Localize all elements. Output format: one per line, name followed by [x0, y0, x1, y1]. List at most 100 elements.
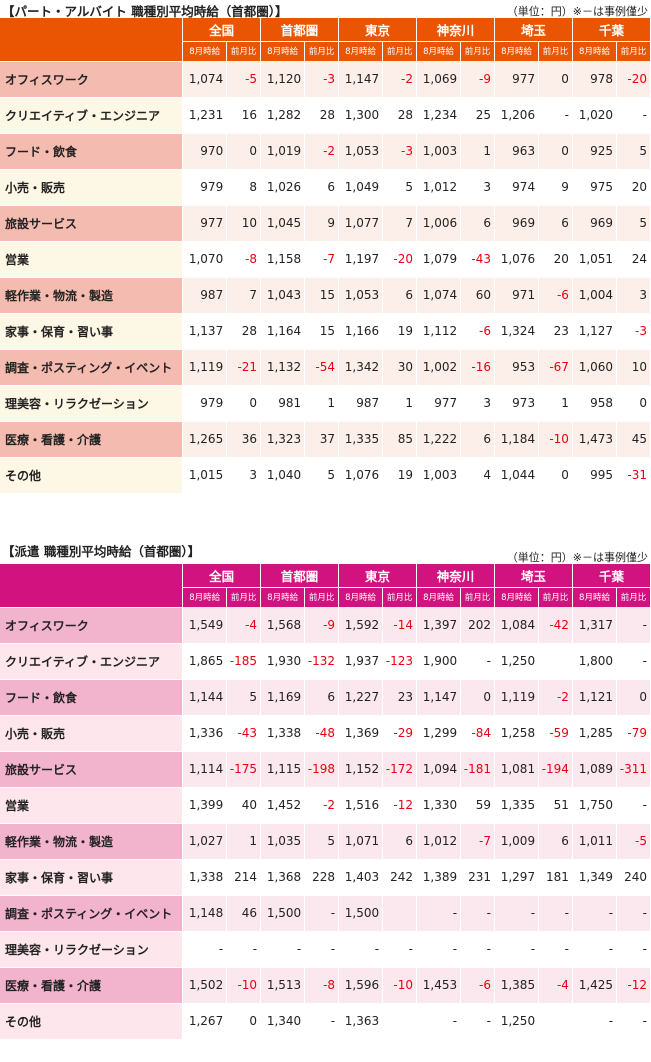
dispatch-table-row: 家事・保育・習い事 1,338 214 1,368 228 1,403 242 1,389 23…: [0, 859, 651, 896]
part-time-title: 【パート・アルバイト 職種別平均時給（首都圏）】: [2, 4, 288, 19]
part-time-change-cell: 4: [460, 457, 495, 494]
part-time-region-header: 全国: [182, 18, 262, 42]
dispatch-wage-header: 8月時給: [260, 587, 306, 607]
part-time-change-cell: 6: [538, 205, 573, 242]
dispatch-change-cell: -123: [382, 643, 417, 680]
dispatch-table-row: 調査・ポスティング・イベント 1,148 46 1,500-1,500- - - - - -: [0, 895, 651, 932]
part-time-table-row: 調査・ポスティング・イベント 1,119 -21 1,132 -54 1,342 30 1,0…: [0, 349, 651, 386]
dispatch-change-cell: -9: [304, 607, 340, 644]
part-time-wage-header: 8月時給: [494, 41, 540, 61]
dispatch-wage-cell: 1,596: [338, 967, 384, 1004]
part-time-region-header: 神奈川: [416, 18, 495, 42]
dispatch-wage-cell: 1,592: [338, 607, 384, 644]
dispatch-wage-cell: 1,152: [338, 751, 384, 788]
part-time-wage-cell: 1,003: [416, 133, 462, 170]
dispatch-category-cell: クリエイティブ・エンジニア: [0, 643, 184, 680]
dispatch-wage-cell: 1,453: [416, 967, 462, 1004]
dispatch-table-row: その他 1,267 0 1,340-1,363- -1,250- -: [0, 1003, 651, 1040]
part-time-change-cell: 19: [382, 313, 417, 350]
dispatch-wage-cell: 1,800: [572, 643, 618, 680]
dispatch-wage-cell: 1,500: [260, 895, 306, 932]
dispatch-change-cell: -10: [226, 967, 262, 1004]
dispatch-wage-cell: 1,340: [260, 1003, 306, 1040]
dispatch-change-cell: -: [304, 931, 340, 968]
part-time-wage-cell: 1,222: [416, 421, 462, 458]
dispatch-change-cell: -10: [382, 967, 417, 1004]
part-time-change-header: 前月比: [304, 41, 340, 61]
dispatch-wage-header: 8月時給: [182, 587, 228, 607]
dispatch-wage-cell: -: [260, 931, 306, 968]
dispatch-wage-cell: 1,169: [260, 679, 306, 716]
part-time-change-cell: 15: [304, 277, 340, 314]
part-time-category-cell: 調査・ポスティング・イベント: [0, 349, 184, 386]
part-time-wage-cell: 971: [494, 277, 540, 314]
dispatch-wage-cell: -: [338, 931, 384, 968]
part-time-change-cell: 28: [226, 313, 262, 350]
part-time-change-header: 前月比: [382, 41, 417, 61]
part-time-change-cell: 9: [538, 169, 573, 206]
part-time-change-cell: -: [616, 97, 651, 134]
dispatch-wage-cell: 1,385: [494, 967, 540, 1004]
dispatch-region-header: 神奈川: [416, 564, 495, 588]
dispatch-wage-cell: 1,502: [182, 967, 228, 1004]
dispatch-change-cell: 46: [226, 895, 262, 932]
part-time-change-cell: -20: [616, 61, 651, 98]
dispatch-change-cell: -181: [460, 751, 495, 788]
dispatch-wage-cell: 1,121: [572, 679, 618, 716]
part-time-wage-cell: 1,015: [182, 457, 228, 494]
part-time-table-row: 小売・販売 979 8 1,026 6 1,049 5 1,012 3 974 9 975 20: [0, 169, 651, 206]
part-time-wage-cell: 1,074: [182, 61, 228, 98]
part-time-table-row: その他 1,015 3 1,040 5 1,076 19 1,003 4 1,044 0 995 -31: [0, 457, 651, 494]
dispatch-change-header: 前月比: [304, 587, 340, 607]
dispatch-change-cell: -: [538, 895, 573, 932]
dispatch-change-cell: 214: [226, 859, 262, 896]
part-time-change-cell: 5: [616, 133, 651, 170]
part-time-change-cell: 20: [616, 169, 651, 206]
part-time-wage-cell: 1,077: [338, 205, 384, 242]
dispatch-wage-cell: 1,330: [416, 787, 462, 824]
part-time-category-cell: 医療・看護・介護: [0, 421, 184, 458]
part-time-unit-note: （単位：円）※－は事例僅少: [506, 5, 648, 18]
part-time-change-cell: 24: [616, 241, 651, 278]
part-time-change-cell: 10: [226, 205, 262, 242]
dispatch-change-cell: -4: [226, 607, 262, 644]
part-time-title-row: 【パート・アルバイト 職種別平均時給（首都圏）】 （単位：円）※－は事例僅少: [0, 0, 651, 19]
dispatch-change-cell: -8: [304, 967, 340, 1004]
dispatch-change-cell: [382, 895, 417, 932]
dispatch-title-row: 【派遣 職種別平均時給（首都圏）】 （単位：円）※－は事例僅少: [0, 540, 651, 564]
part-time-category-cell: 家事・保育・習い事: [0, 313, 184, 350]
dispatch-wage-cell: 1,081: [494, 751, 540, 788]
part-time-wage-cell: 1,053: [338, 277, 384, 314]
part-time-wage-header: 8月時給: [416, 41, 462, 61]
part-time-change-cell: -2: [304, 133, 340, 170]
part-time-wage-cell: 987: [338, 385, 384, 422]
part-time-wage-cell: 1,044: [494, 457, 540, 494]
dispatch-wage-cell: 1,012: [416, 823, 462, 860]
dispatch-category-header: [0, 564, 184, 608]
part-time-wage-cell: 1,231: [182, 97, 228, 134]
part-time-change-cell: 37: [304, 421, 340, 458]
dispatch-change-cell: 0: [616, 679, 651, 716]
dispatch-change-cell: -: [304, 1003, 340, 1040]
dispatch-change-cell: 23: [382, 679, 417, 716]
part-time-change-header: 前月比: [226, 41, 262, 61]
dispatch-change-cell: -132: [304, 643, 340, 680]
part-time-change-header: 前月比: [616, 41, 651, 61]
part-time-category-cell: クリエイティブ・エンジニア: [0, 97, 184, 134]
part-time-wage-cell: 1,184: [494, 421, 540, 458]
part-time-change-cell: -9: [460, 61, 495, 98]
dispatch-change-header: 前月比: [460, 587, 495, 607]
part-time-change-cell: 85: [382, 421, 417, 458]
dispatch-wage-cell: 1,930: [260, 643, 306, 680]
dispatch-change-cell: -: [616, 1003, 651, 1040]
dispatch-category-cell: 調査・ポスティング・イベント: [0, 895, 184, 932]
part-time-wage-cell: 1,300: [338, 97, 384, 134]
part-time-category-cell: 理美容・リラクゼーション: [0, 385, 184, 422]
part-time-wage-cell: 969: [572, 205, 618, 242]
part-time-region-header: 東京: [338, 18, 417, 42]
dispatch-change-cell: -: [616, 643, 651, 680]
dispatch-table-row: フード・飲食 1,144 5 1,169 6 1,227 23 1,147 0 1,119 -2 1,…: [0, 679, 651, 716]
dispatch-change-cell: -: [616, 931, 651, 968]
part-time-change-cell: -43: [460, 241, 495, 278]
part-time-wage-cell: 1,158: [260, 241, 306, 278]
